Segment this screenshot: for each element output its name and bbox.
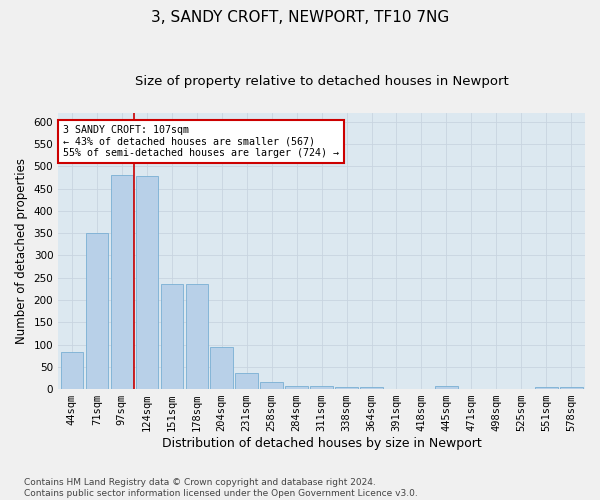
X-axis label: Distribution of detached houses by size in Newport: Distribution of detached houses by size … — [162, 437, 481, 450]
Text: Contains HM Land Registry data © Crown copyright and database right 2024.
Contai: Contains HM Land Registry data © Crown c… — [24, 478, 418, 498]
Bar — [185, 284, 208, 389]
Bar — [110, 175, 133, 389]
Title: Size of property relative to detached houses in Newport: Size of property relative to detached ho… — [135, 75, 508, 88]
Bar — [535, 387, 557, 389]
Bar — [335, 387, 358, 389]
Bar — [211, 346, 233, 389]
Text: 3, SANDY CROFT, NEWPORT, TF10 7NG: 3, SANDY CROFT, NEWPORT, TF10 7NG — [151, 10, 449, 25]
Bar — [136, 176, 158, 389]
Bar — [286, 386, 308, 389]
Bar — [235, 372, 258, 389]
Y-axis label: Number of detached properties: Number of detached properties — [15, 158, 28, 344]
Text: 3 SANDY CROFT: 107sqm
← 43% of detached houses are smaller (567)
55% of semi-det: 3 SANDY CROFT: 107sqm ← 43% of detached … — [64, 125, 340, 158]
Bar — [360, 387, 383, 389]
Bar — [86, 233, 108, 389]
Bar — [435, 386, 458, 389]
Bar — [260, 382, 283, 389]
Bar — [310, 386, 333, 389]
Bar — [61, 352, 83, 389]
Bar — [161, 284, 183, 389]
Bar — [560, 387, 583, 389]
